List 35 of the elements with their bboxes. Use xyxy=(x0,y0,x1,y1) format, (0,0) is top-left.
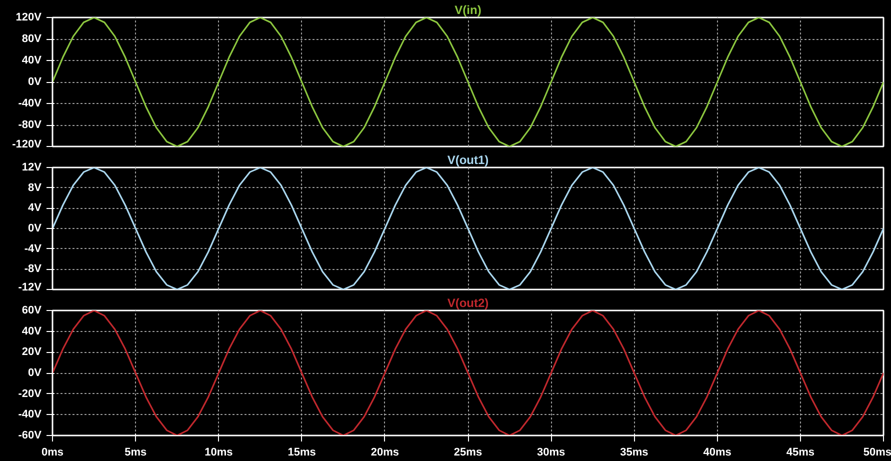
x-tick-label: 25ms xyxy=(454,446,482,458)
y-tick-label: 4V xyxy=(28,202,42,214)
chart-title: V(in) xyxy=(454,3,482,17)
y-tick-label: 120V xyxy=(16,12,42,24)
x-tick-label: 50ms xyxy=(863,446,891,458)
y-tick-label: 0V xyxy=(28,367,42,379)
y-tick-label: -120V xyxy=(12,138,42,150)
x-tick-label: 5ms xyxy=(124,446,147,458)
x-tick-label: 40ms xyxy=(703,446,732,458)
x-tick-label: 35ms xyxy=(620,446,648,458)
y-tick-label: 8V xyxy=(28,182,42,194)
y-tick-label: -8V xyxy=(24,263,42,276)
y-tick-label: -4V xyxy=(24,242,42,255)
y-tick-label: -40V xyxy=(18,408,42,421)
x-tick-label: 0ms xyxy=(41,446,64,458)
y-tick-label: -12V xyxy=(18,282,42,294)
y-tick-label: 0V xyxy=(28,76,42,88)
y-tick-label: 20V xyxy=(22,346,42,358)
x-tick-label: 20ms xyxy=(370,446,399,458)
y-tick-label: 40V xyxy=(22,325,42,338)
chart-title: V(out1) xyxy=(447,153,489,167)
y-tick-label: 40V xyxy=(22,54,42,66)
x-tick-label: 15ms xyxy=(288,446,316,458)
x-tick-label: 30ms xyxy=(537,446,566,458)
y-tick-label: 0V xyxy=(28,222,42,234)
y-tick-label: -60V xyxy=(18,430,42,442)
chart-title: V(out2) xyxy=(447,296,489,310)
y-tick-label: -40V xyxy=(18,98,42,110)
x-tick-label: 10ms xyxy=(204,446,233,458)
y-tick-label: -20V xyxy=(18,388,42,400)
y-tick-label: 60V xyxy=(22,304,42,316)
y-tick-label: 80V xyxy=(22,33,42,45)
y-tick-label: 12V xyxy=(22,162,42,174)
y-tick-label: -80V xyxy=(18,119,42,131)
x-tick-label: 45ms xyxy=(786,446,814,458)
